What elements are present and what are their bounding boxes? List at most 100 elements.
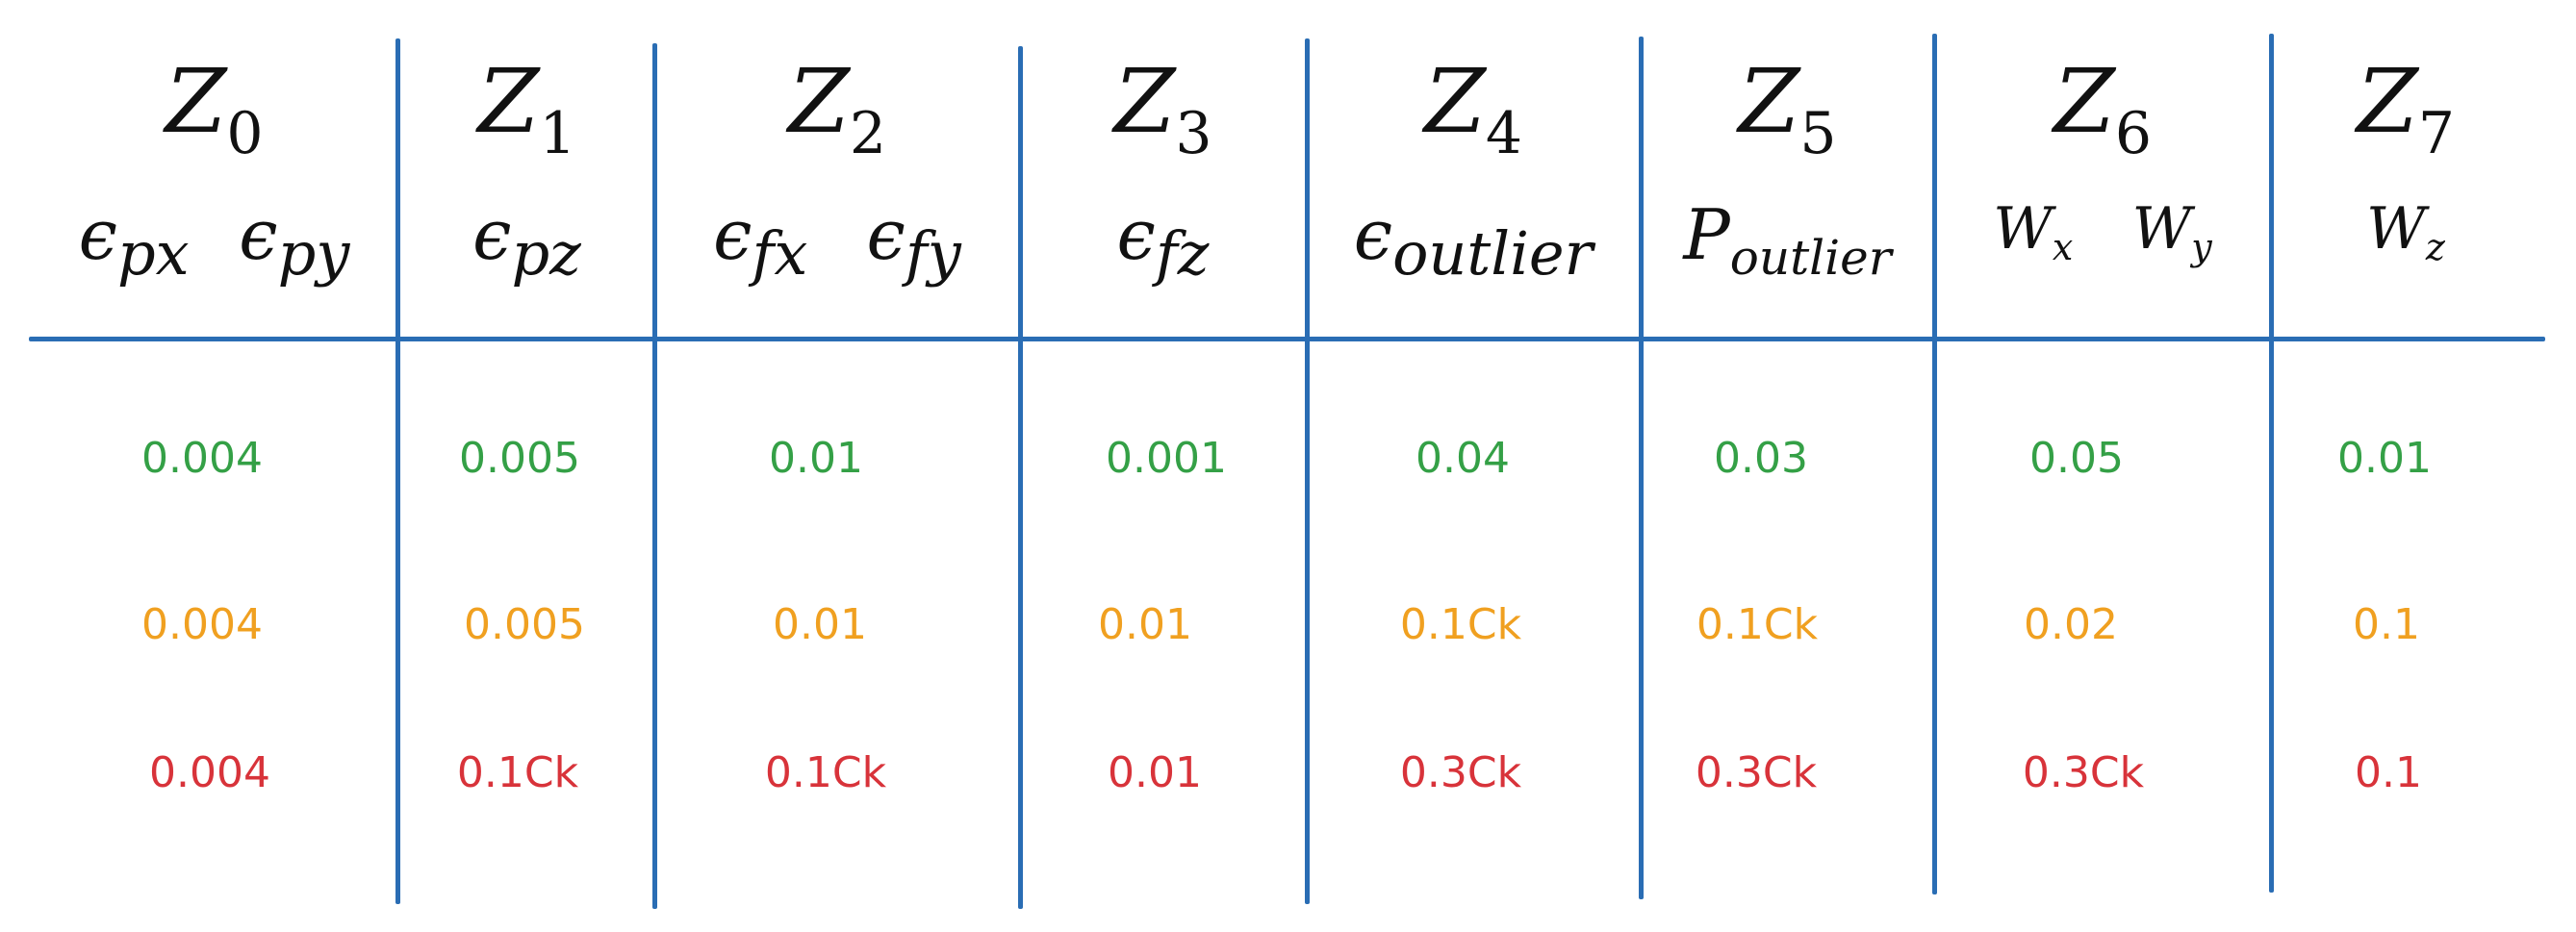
- parameter-value-row-3: 0.3Ck: [1399, 748, 1522, 797]
- parameter-value-row-2: 0.1Ck: [1399, 600, 1522, 649]
- parameter-symbol-subscript: outlier: [1729, 230, 1892, 286]
- parameter-symbols: ϵfx ϵfy: [654, 200, 1020, 284]
- latent-column-z7: Z7 Wz: [2271, 0, 2540, 932]
- parameter-symbol: ϵoutlier: [1354, 200, 1594, 284]
- parameter-value-row-3: 0.3Ck: [1695, 748, 1818, 797]
- parameter-symbols: ϵpx ϵpy: [29, 200, 399, 284]
- latent-variable-label: Z7: [2271, 58, 2540, 164]
- parameter-value-row-3: 0.1Ck: [764, 748, 887, 797]
- parameter-symbol-base: ϵ: [1116, 194, 1156, 275]
- parameter-symbol-subscript: fy: [905, 218, 961, 289]
- parameter-symbol: ϵpx: [79, 200, 190, 284]
- parameter-value-row-3: 0.3Ck: [2022, 748, 2145, 797]
- latent-column-z2: Z2 ϵfx ϵfy: [654, 0, 1020, 932]
- parameter-value-row-2: 0.1: [2353, 600, 2420, 649]
- parameter-symbol: Wy: [2132, 200, 2212, 265]
- parameter-value-row-3: 0.01: [1108, 748, 1202, 797]
- parameter-symbol-base: ϵ: [713, 194, 752, 275]
- parameter-symbol: ϵpy: [239, 200, 349, 284]
- latent-variable-symbol: Z: [477, 50, 540, 153]
- column-divider-line: [1932, 34, 1937, 894]
- latent-variable-label: Z2: [654, 58, 1020, 164]
- parameter-symbol: ϵfy: [867, 200, 961, 284]
- parameter-value-row-2: 0.02: [2024, 600, 2118, 649]
- parameter-value-row-2: 0.1Ck: [1696, 600, 1819, 649]
- parameter-symbol: Wz: [2366, 200, 2445, 265]
- parameter-value-row-1: 0.005: [459, 434, 580, 483]
- latent-variable-label: Z0: [29, 58, 399, 164]
- parameter-symbol: ϵfx: [713, 200, 807, 284]
- latent-variable-index: 6: [2114, 100, 2153, 167]
- parameter-symbols: Poutlier: [1641, 200, 1934, 282]
- parameter-symbols: Wx Wy: [1934, 200, 2271, 265]
- column-divider-line: [395, 38, 400, 904]
- column-divider-line: [1018, 46, 1023, 909]
- parameter-symbol-base: ϵ: [472, 194, 512, 275]
- parameter-symbol-base: W: [1993, 195, 2053, 263]
- parameter-symbols: ϵpz: [399, 200, 654, 284]
- parameter-symbol: ϵpz: [472, 200, 581, 284]
- latent-variable-symbol: Z: [787, 50, 850, 153]
- latent-variable-label: Z6: [1934, 58, 2271, 164]
- parameter-symbol-subscript: pz: [511, 218, 581, 289]
- parameter-value-row-1: 0.05: [2029, 434, 2124, 483]
- parameter-value-row-1: 0.03: [1714, 434, 1808, 483]
- latent-variable-label: Z1: [399, 58, 654, 164]
- parameter-value-row-1: 0.01: [2337, 434, 2432, 483]
- parameter-symbol-base: W: [2366, 195, 2426, 263]
- parameter-symbol-subscript: py: [277, 218, 350, 289]
- latent-variable-symbol: Z: [2356, 50, 2418, 153]
- latent-column-z6: Z6 Wx Wy: [1934, 0, 2271, 932]
- parameter-symbol: Poutlier: [1683, 200, 1891, 282]
- latent-variable-label: Z5: [1641, 58, 1934, 164]
- parameter-symbol: ϵfz: [1117, 200, 1210, 284]
- latent-variable-symbol: Z: [1113, 50, 1176, 153]
- latent-variable-index: 2: [849, 100, 887, 167]
- parameter-symbols: ϵoutlier: [1306, 200, 1641, 284]
- parameter-value-row-2: 0.004: [141, 600, 263, 649]
- latent-variable-index: 3: [1175, 100, 1212, 167]
- parameter-symbol-base: ϵ: [78, 194, 117, 275]
- parameter-symbol-base: ϵ: [239, 194, 278, 275]
- latent-column-z0: Z0 ϵpx ϵpy: [29, 0, 399, 932]
- parameter-value-row-1: 0.001: [1106, 434, 1227, 483]
- latent-variable-symbol: Z: [165, 50, 227, 153]
- latent-column-z5: Z5 Poutlier: [1641, 0, 1934, 932]
- column-divider-line: [1305, 38, 1310, 904]
- parameter-value-row-1: 0.004: [141, 434, 263, 483]
- latent-column-z3: Z3 ϵfz: [1020, 0, 1306, 932]
- parameter-value-row-3: 0.1Ck: [456, 748, 579, 797]
- parameter-symbol-subscript: y: [2191, 226, 2212, 268]
- parameter-symbol-base: ϵ: [866, 194, 905, 275]
- latent-variable-index: 1: [539, 100, 576, 167]
- parameter-value-row-3: 0.004: [149, 748, 270, 797]
- latent-column-z1: Z1 ϵpz: [399, 0, 654, 932]
- latent-variable-symbol: Z: [1423, 50, 1486, 153]
- parameter-symbol-subscript: x: [2052, 226, 2074, 268]
- parameter-symbol-subscript: fz: [1155, 218, 1210, 289]
- parameter-symbol-base: ϵ: [1353, 194, 1393, 275]
- parameter-value-row-2: 0.01: [1098, 600, 1192, 649]
- latent-variable-symbol: Z: [1738, 50, 1800, 153]
- parameter-symbol-subscript: px: [116, 218, 190, 289]
- parameter-symbol-subscript: z: [2425, 226, 2445, 268]
- parameter-symbol-subscript: outlier: [1392, 218, 1594, 289]
- parameter-value-row-2: 0.01: [773, 600, 867, 649]
- column-divider-line: [1639, 37, 1644, 899]
- parameter-symbols: ϵfz: [1020, 200, 1306, 284]
- latent-variable-index: 0: [226, 100, 264, 167]
- parameter-symbol-base: W: [2131, 195, 2192, 263]
- latent-variable-label: Z4: [1306, 58, 1641, 164]
- parameter-symbol-base: P: [1683, 194, 1730, 275]
- latent-variable-symbol: Z: [2053, 50, 2115, 153]
- column-divider-line: [2269, 34, 2274, 893]
- parameter-symbol: Wx: [1993, 200, 2073, 265]
- parameter-value-row-1: 0.01: [769, 434, 863, 483]
- latent-variable-index: 5: [1799, 100, 1837, 167]
- latent-variable-index: 7: [2417, 100, 2456, 167]
- latent-column-z4: Z4 ϵoutlier: [1306, 0, 1641, 932]
- column-divider-line: [652, 43, 657, 909]
- parameter-symbols: Wz: [2271, 200, 2540, 265]
- latent-variable-index: 4: [1485, 100, 1523, 167]
